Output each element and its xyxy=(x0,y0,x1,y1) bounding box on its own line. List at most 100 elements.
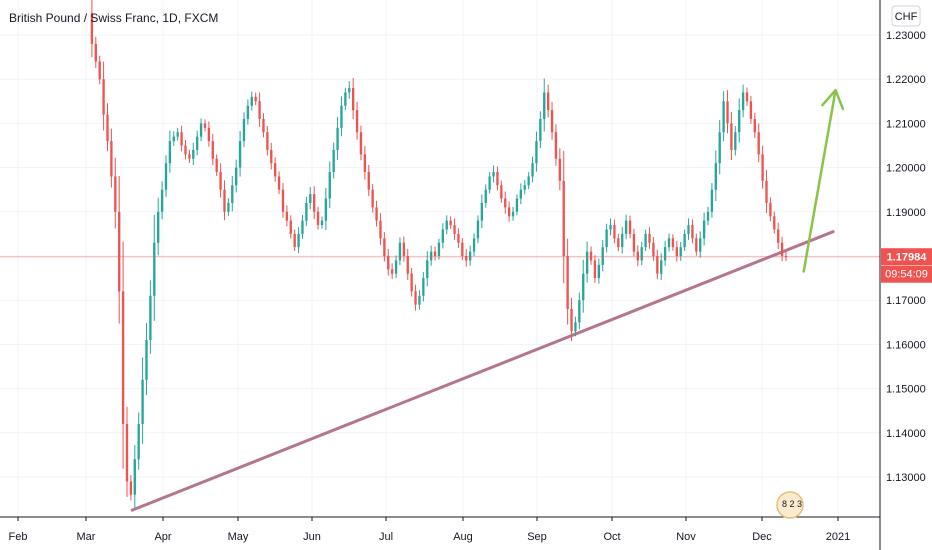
candle-up xyxy=(238,141,242,168)
y-tick-label: 1.13000 xyxy=(886,472,926,484)
x-tick-label: May xyxy=(228,531,249,543)
candle-up xyxy=(702,220,706,239)
candle-up xyxy=(511,211,515,217)
candle-down xyxy=(383,238,386,256)
candle-up xyxy=(168,141,172,164)
candle-up xyxy=(422,278,425,296)
candle-up xyxy=(519,189,523,199)
candle-down xyxy=(363,154,367,173)
candle-down xyxy=(457,233,460,243)
candle-down xyxy=(453,225,456,234)
candle-down xyxy=(367,172,370,190)
y-tick-label: 1.17000 xyxy=(886,295,926,307)
candle-down xyxy=(387,256,390,270)
y-tick-label: 1.23000 xyxy=(886,30,926,42)
support-trendline xyxy=(130,230,835,512)
candle-up xyxy=(527,176,530,186)
candle-down xyxy=(730,123,733,150)
candle-up xyxy=(706,211,710,221)
candle-up xyxy=(235,167,238,186)
candle-down xyxy=(90,12,94,44)
candle-up xyxy=(157,211,160,243)
candle-down xyxy=(656,256,659,274)
candle-up xyxy=(160,189,164,212)
y-tick-label: 1.20000 xyxy=(886,163,926,175)
candle-down xyxy=(749,101,753,119)
candle-up xyxy=(340,105,343,128)
candle-up xyxy=(734,132,737,150)
candle-down xyxy=(414,291,417,305)
candle-down xyxy=(558,158,562,181)
x-tick-label: Oct xyxy=(603,531,620,543)
watermark-badge: 8 2 3 xyxy=(776,491,804,519)
candle-up xyxy=(199,123,203,137)
candle-up xyxy=(484,189,487,203)
candle-down xyxy=(570,309,573,332)
candle-down xyxy=(312,194,316,212)
candle-down xyxy=(371,189,374,208)
candle-up xyxy=(305,202,308,221)
candle-up xyxy=(714,163,717,190)
y-tick-label: 1.19000 xyxy=(886,207,926,219)
candle-down xyxy=(461,242,464,256)
candle-up xyxy=(426,260,429,279)
candle-up xyxy=(164,163,168,190)
candle-up xyxy=(468,251,472,261)
candle-up xyxy=(297,233,300,248)
candle-up xyxy=(328,172,331,199)
candle-down xyxy=(562,180,565,256)
candle-down xyxy=(180,132,183,146)
candle-down xyxy=(121,291,125,424)
currency-button[interactable]: CHF xyxy=(891,5,921,27)
candle-down xyxy=(500,185,503,199)
candle-down xyxy=(410,273,413,292)
candle-down xyxy=(254,96,257,102)
candle-down xyxy=(769,202,772,217)
candle-up xyxy=(445,220,448,230)
candle-up xyxy=(480,202,484,221)
candle-up xyxy=(172,136,175,142)
x-tick-label: Jul xyxy=(379,531,393,543)
candle-up xyxy=(585,251,589,274)
candle-up xyxy=(687,225,690,234)
candle-up xyxy=(141,379,144,424)
candle-down xyxy=(270,149,273,164)
candle-down xyxy=(293,233,296,248)
y-tick-label: 1.15000 xyxy=(886,384,926,396)
candle-down xyxy=(274,163,277,177)
last-price-badge: 1.17984 xyxy=(881,248,932,266)
candle-up xyxy=(437,242,441,256)
candle-up xyxy=(227,202,230,212)
candle-up xyxy=(722,101,725,133)
candle-up xyxy=(196,136,199,150)
candle-up xyxy=(663,247,667,261)
candle-up xyxy=(472,238,476,252)
x-tick-label: Sep xyxy=(527,531,547,543)
candle-up xyxy=(242,118,246,142)
countdown-label: 09:54:09 xyxy=(885,269,928,281)
candle-down xyxy=(757,132,760,155)
candle-up xyxy=(137,423,140,460)
candle-down xyxy=(617,238,620,248)
candle-down xyxy=(675,247,678,256)
y-tick-label: 1.16000 xyxy=(886,339,926,351)
candle-up xyxy=(738,110,741,133)
candle-up xyxy=(418,295,421,305)
countdown-badge: 09:54:09 xyxy=(881,265,932,283)
candle-up xyxy=(535,141,538,164)
candle-down xyxy=(118,211,121,292)
candle-up xyxy=(679,247,682,256)
candle-down xyxy=(258,101,261,119)
candle-down xyxy=(94,43,97,62)
candle-down xyxy=(351,88,355,111)
x-tick-label: Feb xyxy=(9,531,28,543)
candle-down xyxy=(262,118,265,133)
candle-down xyxy=(691,225,694,239)
candle-up xyxy=(578,300,581,323)
candle-up xyxy=(192,149,195,159)
candles-layer xyxy=(90,0,788,508)
candle-up xyxy=(429,251,433,261)
candle-up xyxy=(149,295,152,340)
